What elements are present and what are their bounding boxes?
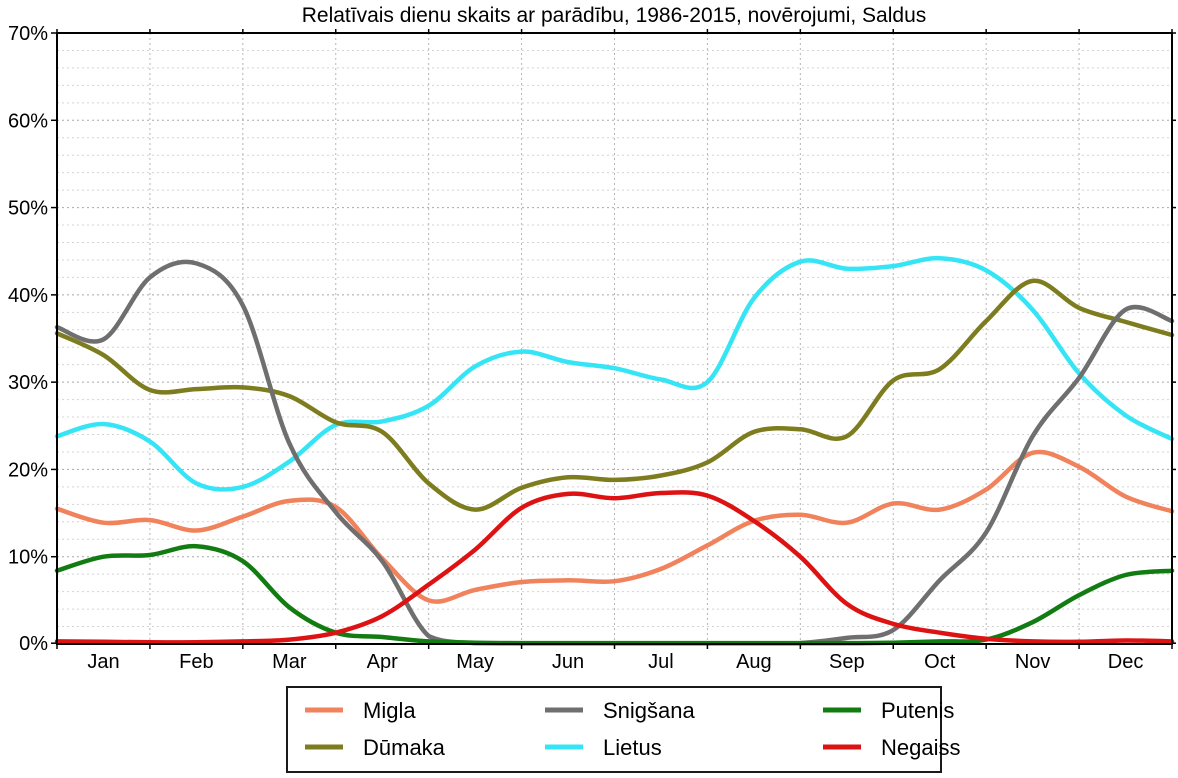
axes (51, 29, 1176, 649)
x-axis-month-label: Oct (924, 651, 956, 673)
series-line-lietus (54, 255, 1175, 492)
x-axis-month-label: Dec (1108, 651, 1144, 673)
x-axis-month-label: Sep (829, 651, 865, 673)
series-line-dumaka (54, 278, 1175, 512)
series-line-negaiss (54, 490, 1175, 645)
x-axis-month-label: Aug (736, 651, 772, 673)
y-axis-tick-label: 0% (19, 633, 48, 655)
x-axis-month-label: Jun (552, 651, 584, 673)
x-axis-month-label: Apr (367, 651, 398, 673)
legend-item: Lietus (545, 735, 662, 760)
legend-label: Lietus (603, 735, 662, 760)
legend-item: Putenis (823, 698, 954, 723)
chart-title: Relatīvais dienu skaits ar parādību, 198… (302, 4, 927, 27)
legend-label: Dūmaka (363, 735, 446, 760)
legend-label: Migla (363, 698, 416, 723)
legend-item: Negaiss (823, 735, 960, 760)
legend-item: Migla (305, 698, 416, 723)
legend-item: Dūmaka (305, 735, 446, 760)
legend-box (286, 686, 942, 773)
x-axis-month-label: Feb (179, 651, 213, 673)
legend-label: Negaiss (881, 735, 960, 760)
y-axis-tick-label: 60% (8, 110, 48, 132)
legend: Migla Dūmaka Snigšana Lietus Putenis Negaiss (286, 686, 960, 773)
y-axis-tick-label: 10% (8, 547, 48, 569)
y-axis-tick-label: 20% (8, 459, 48, 481)
x-axis-month-label: Mar (272, 651, 307, 673)
series-line-migla (54, 449, 1175, 604)
axis-tick-labels: 0% 10% 20% 30% 40% 50% 60% 70% Jan Feb Mar Apr May Ju… (8, 23, 1143, 673)
series-lines (54, 255, 1175, 646)
x-axis-month-label: Jan (87, 651, 119, 673)
y-axis-tick-label: 70% (8, 23, 48, 45)
x-axis-month-label: Nov (1015, 651, 1051, 673)
y-axis-tick-label: 30% (8, 372, 48, 394)
legend-item: Snigšana (545, 698, 696, 723)
legend-label: Putenis (881, 698, 954, 723)
y-axis-tick-label: 50% (8, 198, 48, 220)
x-axis-month-label: May (456, 651, 494, 673)
x-axis-month-label: Jul (648, 651, 674, 673)
y-axis-tick-label: 40% (8, 285, 48, 307)
legend-label: Snigšana (603, 698, 696, 723)
gridlines (57, 33, 1172, 644)
